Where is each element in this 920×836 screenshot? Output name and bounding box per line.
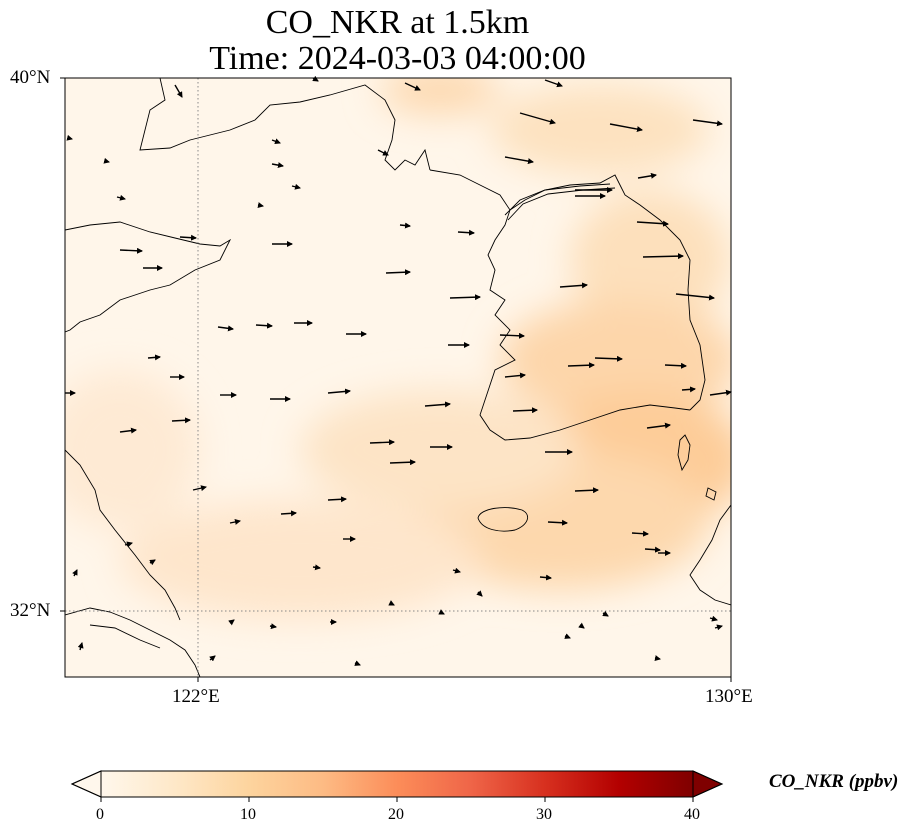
wind-arrow xyxy=(229,519,241,525)
wind-arrow xyxy=(228,619,235,626)
wind-arrow xyxy=(646,422,671,429)
wind-arrow xyxy=(147,354,161,361)
graticule xyxy=(65,78,731,677)
wind-arrow xyxy=(544,79,563,88)
wind-arrow xyxy=(681,386,696,393)
coastlines xyxy=(65,78,731,677)
wind-vectors xyxy=(65,75,732,666)
wind-arrow xyxy=(504,372,526,379)
wind-arrow xyxy=(171,417,191,424)
wind-arrow xyxy=(103,157,110,164)
colorbar xyxy=(70,770,724,802)
wind-arrow xyxy=(654,655,661,661)
wind-arrow xyxy=(564,633,571,639)
wind-arrow xyxy=(559,282,588,289)
colorbar-tick-0: 0 xyxy=(96,806,104,823)
wind-arrow xyxy=(547,519,568,526)
wind-arrow xyxy=(714,624,723,631)
wind-arrow xyxy=(257,202,264,208)
wind-arrow xyxy=(539,574,552,581)
wind-arrow xyxy=(327,388,351,395)
colorbar-tick-40: 40 xyxy=(684,806,700,823)
wind-arrow xyxy=(271,162,284,169)
map-frame xyxy=(64,77,732,678)
wind-arrow xyxy=(644,546,661,553)
colorbar-tick-20: 20 xyxy=(388,806,404,823)
wind-arrow xyxy=(217,325,234,332)
wind-arrow xyxy=(594,355,623,362)
wind-arrow xyxy=(179,234,197,241)
wind-arrow xyxy=(476,590,483,597)
colorbar-gradient xyxy=(101,771,693,797)
wind-arrow xyxy=(280,510,297,517)
wind-arrow xyxy=(399,222,411,229)
wind-arrow xyxy=(174,84,183,98)
wind-arrow xyxy=(519,112,556,125)
colorbar-extend-max xyxy=(692,770,724,798)
wind-arrow xyxy=(637,172,657,179)
colorbar-label: CO_NKR (ppbv) xyxy=(769,771,899,792)
wind-arrow xyxy=(271,138,281,145)
wind-arrow xyxy=(119,427,137,434)
wind-arrow xyxy=(116,194,126,201)
wind-arrow xyxy=(449,294,481,301)
wind-arrow xyxy=(692,119,723,127)
wind-arrow xyxy=(609,123,643,133)
wind-arrow xyxy=(72,569,78,577)
wind-arrow xyxy=(269,623,277,630)
wind-arrow xyxy=(709,389,732,396)
lat-label-32n: 32°N xyxy=(10,600,51,621)
wind-arrow xyxy=(438,609,445,615)
lat-label-40n: 40°N xyxy=(10,67,51,88)
wind-arrow xyxy=(66,134,73,141)
lon-label-122e: 122°E xyxy=(172,686,220,707)
wind-arrow xyxy=(567,362,595,369)
wind-arrow xyxy=(578,622,585,629)
wind-arrow xyxy=(452,567,461,574)
colorbar-tick-30: 30 xyxy=(536,806,552,823)
wind-arrow xyxy=(209,655,216,662)
wind-arrow xyxy=(124,541,133,548)
lon-label-130e: 130°E xyxy=(705,686,753,707)
wind-arrow xyxy=(574,487,599,494)
wind-arrow xyxy=(149,559,156,566)
wind-arrow xyxy=(291,183,301,190)
colorbar-tick-10: 10 xyxy=(240,806,256,823)
wind-arrow xyxy=(388,600,395,606)
wind-arrow xyxy=(709,615,718,622)
co-concentration-field xyxy=(65,78,731,677)
wind-arrow xyxy=(377,149,389,156)
wind-arrow xyxy=(327,496,347,503)
wind-arrow xyxy=(457,229,475,236)
wind-arrow xyxy=(512,407,538,414)
wind-arrow xyxy=(631,530,649,537)
wind-arrow xyxy=(255,322,273,329)
wind-arrow xyxy=(642,253,684,260)
wind-arrow xyxy=(499,332,525,339)
wind-arrow xyxy=(675,293,715,301)
wind-arrow xyxy=(504,156,534,165)
wind-arrow xyxy=(602,610,609,617)
wind-arrow xyxy=(77,642,84,651)
wind-arrow xyxy=(664,362,687,369)
colorbar-extend-min xyxy=(70,770,102,798)
map-title-line2: Time: 2024-03-03 04:00:00 xyxy=(209,40,586,77)
wind-arrow xyxy=(192,485,207,492)
wind-arrow xyxy=(404,82,421,91)
wind-arrow xyxy=(389,459,416,466)
wind-arrow xyxy=(354,660,361,666)
wind-arrow xyxy=(119,247,143,254)
wind-arrow xyxy=(424,401,451,408)
wind-arrow xyxy=(369,439,395,446)
wind-arrow xyxy=(636,220,669,227)
axis-ticks xyxy=(60,77,732,682)
wind-arrow xyxy=(312,564,321,571)
map-title-line1: CO_NKR at 1.5km xyxy=(265,4,530,41)
wind-arrow xyxy=(385,269,411,276)
